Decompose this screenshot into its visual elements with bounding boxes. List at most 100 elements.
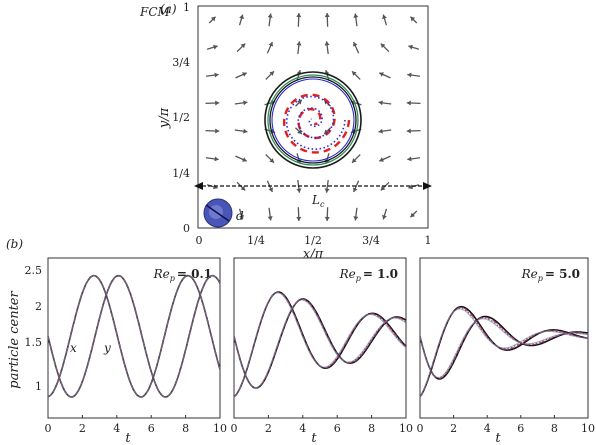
- velocity-arrowhead: [410, 212, 416, 218]
- velocity-arrowhead: [406, 100, 411, 106]
- title-value: = 5.0: [545, 267, 580, 281]
- subplot-2: Rep = 1.0 0 2 4 6 8 10 t: [231, 257, 413, 445]
- top-x-tick: 0: [196, 234, 203, 247]
- series-line-x: [233, 291, 407, 398]
- x-tick-label: 6: [517, 422, 524, 435]
- subplot-frame: [233, 257, 407, 419]
- x-tick-label: 0: [417, 422, 424, 435]
- bottom-y-axis-label: particle center: [7, 291, 22, 389]
- length-symbol: L: [311, 193, 320, 207]
- velocity-arrowhead: [297, 99, 302, 105]
- panel-a-tag: (a): [160, 2, 177, 16]
- velocity-arrowhead: [242, 157, 247, 162]
- series-line-x: [47, 275, 221, 398]
- top-y-tick: 3/4: [172, 56, 190, 69]
- velocity-arrowhead: [269, 158, 274, 163]
- particle: [203, 198, 233, 228]
- top-y-ticks: 0 1/4 1/2 3/4 1: [172, 1, 190, 235]
- velocity-arrowhead: [215, 128, 220, 134]
- subplot-title: Rep = 1.0: [339, 267, 398, 283]
- title-subscript: p: [170, 274, 175, 283]
- top-y-tick: 1/2: [172, 111, 190, 124]
- x-axis-label: t: [125, 431, 131, 445]
- velocity-arrowhead: [243, 128, 248, 134]
- x-axis-label: t: [495, 431, 501, 445]
- x-tick-label: 2: [450, 422, 457, 435]
- velocity-arrowhead: [324, 41, 330, 46]
- velocity-arrowhead: [378, 128, 383, 134]
- x-tick-label: 10: [399, 422, 413, 435]
- velocity-arrowhead: [407, 72, 412, 78]
- velocity-arrowhead: [215, 100, 220, 106]
- velocity-arrowhead: [296, 41, 302, 46]
- velocity-arrowhead: [239, 14, 244, 20]
- x-tick-label: 6: [334, 422, 341, 435]
- series-line-y: [233, 299, 407, 389]
- trajectory-ring: [269, 76, 357, 164]
- bottom-y-tick: 2.5: [25, 264, 43, 277]
- top-panel: (a) FCM Lc d 0 1/4 1/2 3/4 1: [139, 1, 432, 262]
- velocity-arrowhead: [410, 16, 416, 22]
- x-tick-label: 6: [148, 422, 155, 435]
- spiral-dashed: [283, 93, 351, 154]
- velocity-arrowhead: [267, 216, 273, 221]
- top-y-axis-label: y/π: [157, 107, 172, 129]
- bottom-y-tick: 1: [35, 380, 42, 393]
- velocity-arrowhead: [297, 129, 302, 135]
- x-tick-label: 10: [213, 422, 227, 435]
- velocity-arrowhead: [382, 214, 387, 220]
- velocity-arrowhead: [353, 216, 359, 221]
- velocity-arrowhead: [296, 13, 302, 18]
- top-y-tick: 0: [183, 222, 190, 235]
- length-label: Lc: [311, 193, 325, 209]
- bottom-y-tick: 1.5: [25, 336, 43, 349]
- x-tick-label: 10: [581, 422, 595, 435]
- top-y-tick: 1/4: [172, 167, 190, 180]
- series-line-x: [233, 292, 407, 398]
- velocity-arrowhead: [239, 214, 244, 220]
- curve-label-y: y: [103, 341, 111, 355]
- x-tick-label: 0: [231, 422, 238, 435]
- velocity-arrowhead: [214, 156, 219, 162]
- velocity-arrowhead: [324, 188, 330, 193]
- title-subscript: p: [538, 274, 543, 283]
- velocity-arrowhead: [296, 216, 302, 221]
- velocity-arrowhead: [269, 71, 274, 76]
- series-line-y: [419, 315, 589, 380]
- bottom-y-tick: 2: [35, 300, 42, 313]
- curve-label-x: x: [70, 341, 77, 355]
- velocity-arrowhead: [352, 158, 357, 163]
- series-line-y: [47, 275, 221, 398]
- length-scale-arrow: [194, 182, 432, 190]
- title-value: = 0.1: [177, 267, 212, 281]
- x-tick-label: 2: [265, 422, 272, 435]
- velocity-arrowhead: [268, 187, 274, 192]
- subplot-frame: [419, 257, 589, 419]
- x-tick-label: 4: [113, 422, 120, 435]
- series-line-y: [419, 318, 589, 378]
- velocity-arrowhead: [267, 13, 273, 18]
- x-tick-label: 4: [484, 422, 491, 435]
- top-x-tick: 3/4: [362, 234, 380, 247]
- x-tick-label: 2: [79, 422, 86, 435]
- velocity-arrowhead: [242, 72, 247, 77]
- velocity-arrowhead: [408, 44, 413, 50]
- title-prefix: Re: [153, 267, 170, 281]
- velocity-arrowhead: [210, 16, 216, 22]
- series-line-y: [419, 316, 589, 379]
- subplot-1: Rep = 0.1 0 2 4 6 8 10 t: [45, 257, 227, 445]
- velocity-arrowhead: [296, 188, 302, 193]
- velocity-arrowhead: [353, 13, 359, 18]
- vector-field-frame: [197, 5, 429, 229]
- particle-trajectories: [264, 71, 362, 169]
- trajectory-ring: [271, 78, 355, 162]
- velocity-arrowhead: [240, 185, 246, 191]
- top-x-tick: 1/2: [304, 234, 322, 247]
- trajectory-ring: [267, 74, 359, 166]
- spiral-dotted: [285, 95, 346, 151]
- velocity-arrows: [205, 12, 421, 222]
- panel-b-tag: (b): [6, 237, 23, 251]
- velocity-arrowhead: [378, 100, 383, 106]
